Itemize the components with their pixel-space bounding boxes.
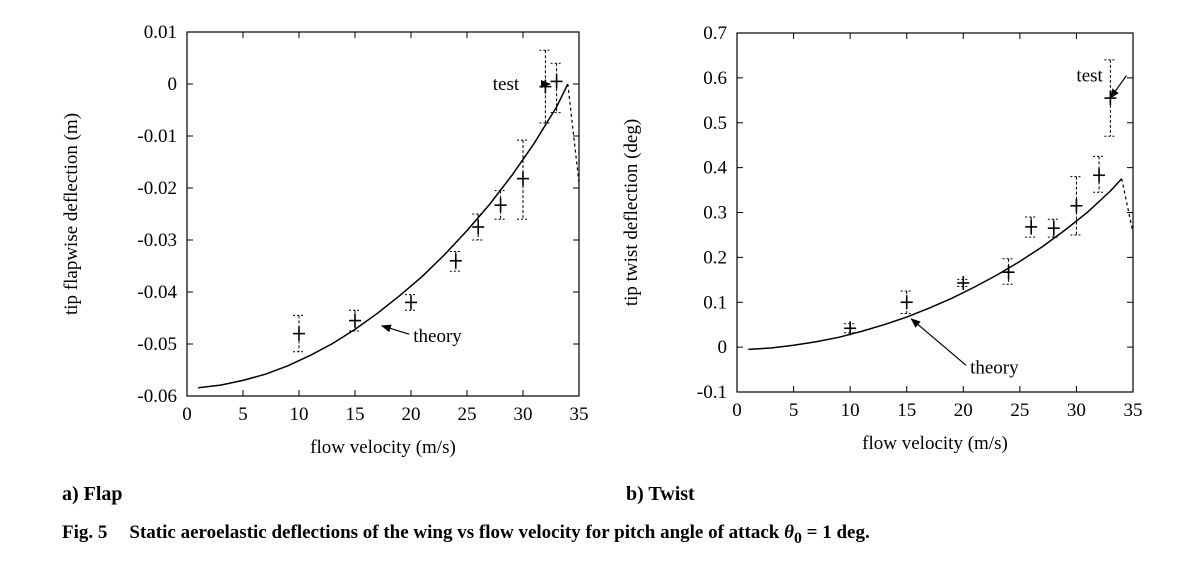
- x-tick-label: 0: [182, 404, 192, 425]
- caption-subscript: 0: [793, 529, 802, 547]
- y-tick-label: 0.01: [144, 22, 177, 43]
- annotation-arrow: [910, 318, 967, 366]
- y-tick-label: 0.7: [703, 23, 727, 44]
- x-tick-label: 15: [897, 400, 916, 421]
- y-tick-label: 0: [168, 74, 178, 95]
- x-tick-label: 20: [954, 400, 973, 421]
- y-axis-label: tip flapwise deflection (m): [61, 113, 82, 315]
- annotation-arrow: [1109, 75, 1127, 99]
- y-tick-label: -0.04: [137, 282, 177, 303]
- y-tick-label: 0.4: [703, 158, 727, 179]
- x-tick-label: 5: [789, 400, 799, 421]
- x-tick-label: 35: [1124, 400, 1143, 421]
- x-tick-label: 35: [570, 404, 589, 425]
- x-tick-label: 30: [514, 404, 533, 425]
- x-tick-label: 10: [841, 400, 860, 421]
- y-tick-label: -0.01: [137, 126, 177, 147]
- y-tick-label: -0.06: [137, 386, 177, 407]
- caption-symbol: θ: [784, 522, 794, 543]
- x-tick-label: 0: [732, 400, 742, 421]
- y-tick-label: 0.1: [703, 292, 727, 313]
- plot-frame: [736, 32, 1134, 393]
- y-tick-label: -0.05: [137, 334, 177, 355]
- y-tick-label: 0.6: [703, 68, 727, 89]
- panel-label-flap: a) Flap: [62, 483, 123, 505]
- x-tick-label: 15: [346, 404, 365, 425]
- x-axis-label: flow velocity (m/s): [310, 437, 456, 458]
- twist-chart: 0 5 10 15 20 25 30 35-0.100.10.20.30.40.50.60.7…: [621, 23, 1143, 454]
- annotation-test: test: [493, 74, 520, 95]
- x-tick-label: 25: [1010, 400, 1029, 421]
- y-tick-label: 0: [718, 337, 728, 358]
- x-tick-label: 5: [238, 404, 248, 425]
- y-tick-label: -0.02: [137, 178, 177, 199]
- y-tick-label: 0.5: [703, 113, 727, 134]
- x-tick-label: 30: [1067, 400, 1086, 421]
- panel-label-twist: b) Twist: [626, 483, 695, 505]
- theory-curve: [748, 178, 1123, 351]
- caption-number: Fig. 5: [62, 522, 108, 543]
- caption-text: Static aeroelastic deflections of the wi…: [129, 522, 780, 543]
- x-axis-label: flow velocity (m/s): [862, 433, 1008, 454]
- caption-suffix: = 1 deg.: [801, 522, 870, 543]
- annotation-arrow: [380, 324, 410, 335]
- flap-chart: 0 5 10 15 20 25 30 35 -0.06 -0.05 -0.04 -0.03 -0.02 -…: [61, 22, 589, 458]
- theory-curve-dashed: [1121, 178, 1134, 233]
- annotation-theory: theory: [970, 357, 1019, 378]
- x-tick-label: 20: [402, 404, 421, 425]
- y-tick-label: 0.2: [703, 247, 727, 268]
- y-tick-label: -0.1: [697, 382, 727, 403]
- plot-frame: [186, 31, 580, 397]
- y-axis-label: tip twist deflection (deg): [621, 119, 642, 306]
- figure-caption: Fig. 5 Static aeroelastic deflections of …: [62, 522, 870, 548]
- x-tick-label: 25: [458, 404, 477, 425]
- x-tick-label: 10: [290, 404, 309, 425]
- y-tick-label: -0.03: [137, 230, 177, 251]
- theory-curve: [198, 83, 569, 389]
- annotation-theory: theory: [413, 326, 462, 347]
- annotation-test: test: [1076, 66, 1103, 87]
- theory-curve-dashed: [567, 83, 580, 183]
- y-tick-label: 0.3: [703, 203, 727, 224]
